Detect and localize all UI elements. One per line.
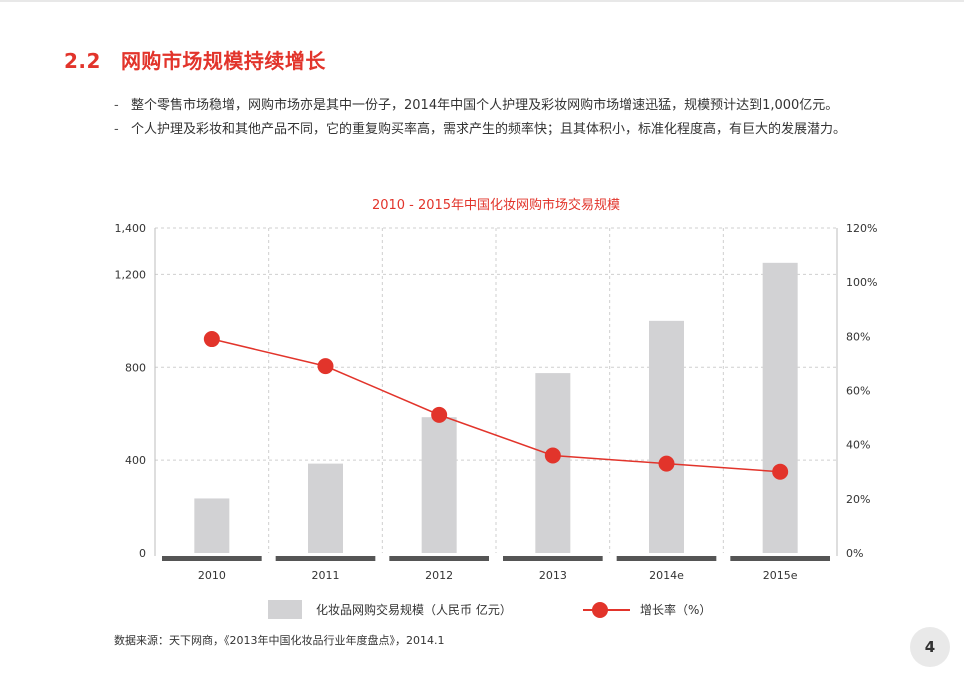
y-left-tick-label: 400 — [125, 454, 146, 467]
x-axis-band-segment — [389, 556, 489, 561]
x-axis-band-segment — [275, 556, 376, 561]
section-title: 网购市场规模持续增长 — [120, 49, 326, 73]
y-right-tick-label: 40% — [846, 439, 870, 452]
x-tick-label: 2011 — [312, 569, 340, 582]
x-axis-band-segment — [730, 556, 830, 561]
y-left-tick-label: 800 — [125, 361, 146, 374]
legend-line-label: 增长率（%） — [640, 602, 711, 617]
y-right-tick-label: 120% — [846, 222, 877, 235]
top-rule — [0, 0, 964, 2]
page-number: 4 — [910, 627, 950, 667]
growth-line — [211, 338, 781, 473]
data-source-note: 数据来源：天下网商，《2013年中国化妆品行业年度盘点》，2014.1 — [114, 634, 445, 647]
legend-bar-swatch — [268, 600, 302, 619]
x-tick-label: 2014e — [649, 569, 684, 582]
growth-point — [658, 455, 675, 472]
bar — [421, 417, 457, 553]
x-tick-label: 2012 — [425, 569, 453, 582]
bullet-item: 个人护理及彩妆和其他产品不同，它的重复购买率高，需求产生的频率快；且其体积小，标… — [114, 118, 894, 142]
chart-title: 2010 - 2015年中国化妆网购市场交易规模 — [372, 197, 620, 213]
x-tick-label: 2010 — [198, 569, 226, 582]
y-right-tick-label: 100% — [846, 276, 877, 289]
y-left-tick-label: 1,200 — [115, 268, 147, 281]
bar — [308, 463, 343, 553]
y-right-tick-label: 20% — [846, 493, 870, 506]
section-number: 2.2 — [64, 49, 101, 73]
bar — [649, 320, 684, 553]
bar — [194, 498, 230, 553]
x-axis-band-segment — [616, 556, 717, 561]
y-left-tick-label: 0 — [139, 547, 146, 560]
x-axis-band-segment — [162, 556, 262, 561]
growth-point — [772, 463, 789, 480]
bullet-list: 整个零售市场稳增，网购市场亦是其中一份子，2014年中国个人护理及彩妆网购市场增… — [114, 94, 894, 142]
x-tick-label: 2013 — [539, 569, 567, 582]
growth-point — [544, 447, 561, 464]
market-size-chart: 2010 - 2015年中国化妆网购市场交易规模 0 400 800 1,200 1,40… — [115, 197, 877, 619]
bar — [762, 262, 798, 553]
y-right-tick-label: 80% — [846, 330, 870, 343]
growth-point — [431, 406, 448, 423]
bullet-item: 整个零售市场稳增，网购市场亦是其中一份子，2014年中国个人护理及彩妆网购市场增… — [114, 94, 894, 118]
y-right-tick-label: 0% — [846, 547, 863, 560]
section-heading: 2.2 网购市场规模持续增长 — [64, 46, 326, 76]
legend-bar-label: 化妆品网购交易规模（人民币 亿元） — [316, 602, 512, 617]
legend-line-marker — [592, 602, 608, 618]
x-axis-band-segment — [503, 556, 603, 561]
y-left-tick-label: 1,400 — [115, 222, 147, 235]
y-right-tick-label: 60% — [846, 385, 870, 398]
growth-point — [317, 358, 334, 375]
x-tick-label: 2015e — [763, 569, 798, 582]
growth-point — [203, 331, 220, 348]
